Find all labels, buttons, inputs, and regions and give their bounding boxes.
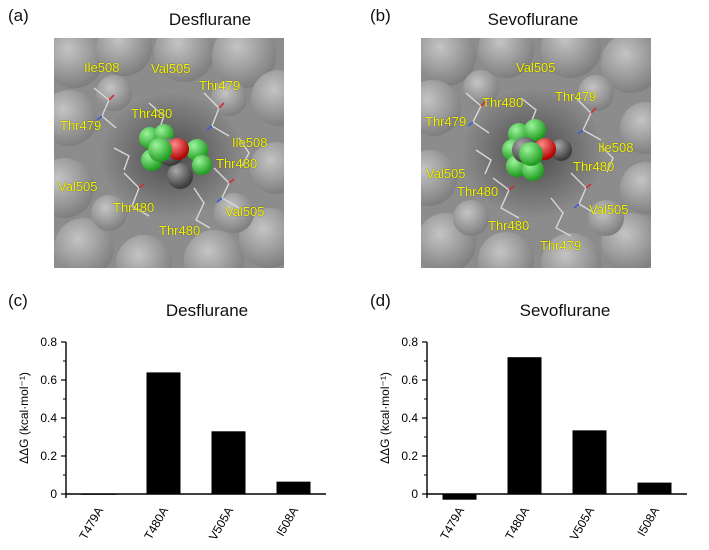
residue-label: Thr479 xyxy=(425,114,467,129)
protein-surface-render xyxy=(421,38,651,268)
x-tick-label: V505A xyxy=(567,505,597,543)
residue-label: Thr480 xyxy=(131,106,173,121)
y-tick-label: 0 xyxy=(411,487,418,501)
y-tick-label: 0.6 xyxy=(40,373,57,387)
panel-label-c: (c) xyxy=(8,291,28,310)
y-axis-label: ΔΔG (kcal·mol⁻¹) xyxy=(17,372,31,464)
x-tick-label: T480A xyxy=(141,505,171,543)
bar xyxy=(637,482,672,494)
x-tick-label: I508A xyxy=(634,505,662,539)
x-tick-label: T480A xyxy=(502,505,532,543)
residue-label: Thr480 xyxy=(488,218,530,233)
residue-label: Ile508 xyxy=(598,140,634,155)
panel-title-a: Desflurane xyxy=(168,10,252,29)
chart-svg: 0 0.2 0.4 0.6 0.8 ΔΔG (kcal·mol⁻¹) T479A T480A V… xyxy=(17,335,326,543)
bar xyxy=(81,494,116,495)
x-tick-label: V505A xyxy=(206,505,236,543)
desflurane-molecule xyxy=(139,124,212,189)
ddg-bar-chart-desflurane: 0 0.2 0.4 0.6 0.8 ΔΔG (kcal·mol⁻¹) T479A T480A V… xyxy=(14,330,344,550)
residue-label: Thr480 xyxy=(573,159,615,174)
residue-label: Thr479 xyxy=(540,238,582,253)
residue-label: Val505 xyxy=(58,179,98,194)
panel-label-a: (a) xyxy=(8,6,29,25)
bar xyxy=(211,431,246,494)
y-axis-label: ΔΔG (kcal·mol⁻¹) xyxy=(378,372,392,464)
y-tick-label: 0.8 xyxy=(40,335,57,349)
residue-label: Ile508 xyxy=(232,135,268,150)
residue-label: Thr480 xyxy=(216,156,258,171)
panel-title-c: Desflurane xyxy=(165,301,249,320)
residue-label: Val505 xyxy=(589,202,629,217)
residue-label: Val505 xyxy=(151,61,191,76)
desflurane-binding-site-image: Ile508 Val505 Thr479 Thr480 Thr479 Ile50… xyxy=(54,38,284,268)
residue-label: Thr479 xyxy=(199,78,241,93)
bar xyxy=(507,357,542,494)
bar xyxy=(146,372,181,494)
residue-label: Val505 xyxy=(225,204,265,219)
bar xyxy=(442,494,477,500)
residue-label: Thr480 xyxy=(159,223,201,238)
panel-title-b: Sevoflurane xyxy=(487,10,579,29)
panel-title-d: Sevoflurane xyxy=(519,301,611,320)
x-tick-label: I508A xyxy=(273,505,301,539)
residue-label: Thr480 xyxy=(113,200,155,215)
y-tick-label: 0.6 xyxy=(401,373,418,387)
protein-surface-render xyxy=(54,38,284,268)
y-tick-label: 0.4 xyxy=(401,411,418,425)
residue-label: Val505 xyxy=(516,60,556,75)
residue-label: Thr479 xyxy=(60,118,102,133)
residue-label: Val505 xyxy=(426,166,466,181)
sevoflurane-binding-site-image: Val505 Thr480 Thr479 Thr479 Ile508 Val50… xyxy=(421,38,651,268)
chart-svg: 0 0.2 0.4 0.6 0.8 ΔΔG (kcal·mol⁻¹) T479A T480A V… xyxy=(378,335,687,543)
y-tick-label: 0.2 xyxy=(40,449,57,463)
x-tick-label: T479A xyxy=(76,505,106,543)
residue-label: Thr480 xyxy=(457,184,499,199)
sevoflurane-molecule xyxy=(502,119,572,181)
panel-label-b: (b) xyxy=(370,6,391,25)
panel-label-d: (d) xyxy=(370,291,391,310)
y-tick-label: 0.8 xyxy=(401,335,418,349)
y-tick-label: 0.4 xyxy=(40,411,57,425)
residue-label: Thr479 xyxy=(555,89,597,104)
ddg-bar-chart-sevoflurane: 0 0.2 0.4 0.6 0.8 ΔΔG (kcal·mol⁻¹) T479A T480A V… xyxy=(375,330,705,550)
residue-label: Thr480 xyxy=(482,95,524,110)
residue-label: Ile508 xyxy=(84,60,120,75)
y-tick-label: 0 xyxy=(50,487,57,501)
y-tick-label: 0.2 xyxy=(401,449,418,463)
bar xyxy=(276,481,311,494)
bar xyxy=(572,430,607,494)
x-tick-label: T479A xyxy=(437,505,467,543)
